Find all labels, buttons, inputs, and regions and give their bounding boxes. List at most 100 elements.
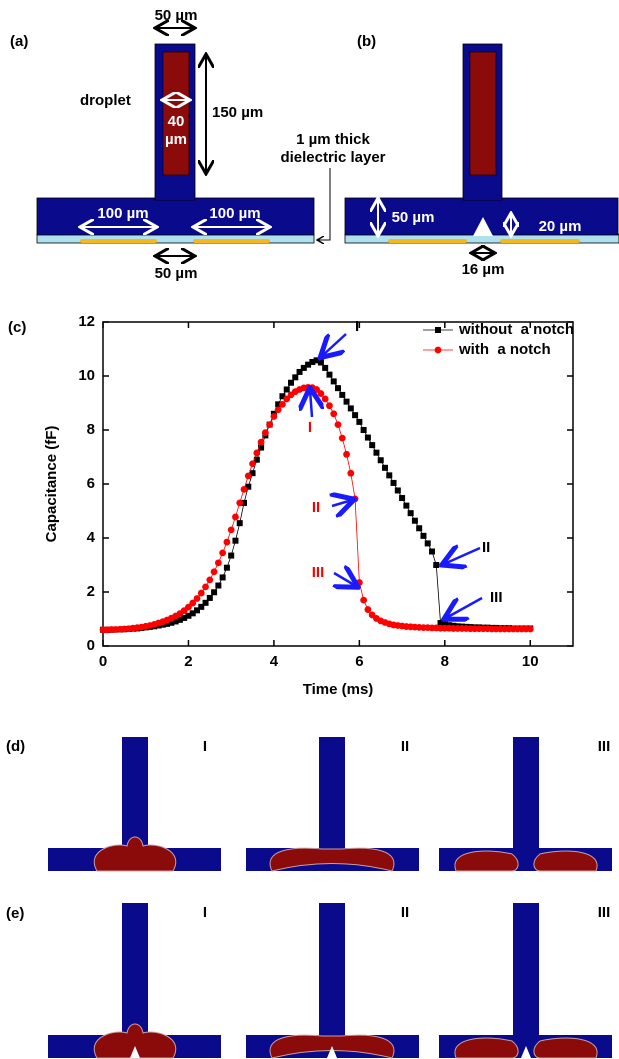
panel-label: (c) [8, 319, 26, 336]
stage-label: III [598, 904, 611, 921]
annotation-label: III [490, 589, 503, 606]
legend-label: with a notch [458, 341, 551, 358]
notch [521, 1046, 531, 1058]
dimension-label: 100 µm [97, 205, 148, 222]
stage-label: I [203, 904, 207, 921]
data-point [321, 395, 329, 403]
notch [130, 1046, 140, 1058]
legend-marker [434, 346, 442, 354]
data-point [164, 620, 171, 627]
panel-label: (d) [6, 738, 25, 755]
data-point [441, 621, 448, 628]
data-point [309, 358, 316, 365]
panel-b: (b) 50 µm 20 µm 16 µm [344, 33, 619, 278]
data-point [168, 619, 175, 626]
data-point [223, 564, 230, 571]
dimension-label: 50 µm [155, 7, 198, 24]
data-point [386, 472, 393, 479]
x-tick-label: 0 [99, 653, 107, 670]
data-point [244, 472, 252, 480]
data-point [258, 444, 265, 451]
x-tick-label: 2 [184, 653, 192, 670]
panel-label: (e) [6, 905, 24, 922]
annotation-arrow [444, 548, 481, 564]
annotation-label: I [308, 419, 312, 436]
data-point [193, 595, 201, 602]
data-point [369, 442, 376, 449]
channel-join [464, 196, 501, 200]
stage-label: I [203, 738, 207, 755]
data-point [339, 391, 346, 398]
dimension-label: 150 µm [212, 104, 263, 121]
droplet-label: droplet [80, 92, 131, 109]
annotation-label: III [312, 564, 325, 581]
stage-label: II [401, 738, 409, 755]
data-point [364, 606, 372, 613]
channel [319, 903, 345, 1036]
legend-marker [435, 327, 441, 333]
data-point [249, 460, 256, 468]
data-point [176, 616, 183, 623]
channel [122, 737, 148, 849]
data-point [194, 607, 200, 614]
notch [473, 217, 493, 236]
data-point [343, 450, 350, 458]
data-point [236, 499, 244, 507]
dimension-label: 16 µm [462, 261, 505, 278]
data-point [407, 510, 414, 517]
data-point [215, 582, 222, 589]
data-point [377, 457, 384, 464]
data-point [236, 520, 243, 527]
dimension-label: 50 µm [155, 265, 198, 282]
y-tick-label: 8 [87, 421, 95, 438]
data-point [219, 574, 226, 581]
channel [513, 737, 539, 849]
droplet [469, 51, 497, 176]
droplet [454, 850, 598, 872]
electrode [388, 239, 467, 243]
data-point [347, 469, 355, 477]
y-tick-label: 0 [87, 637, 95, 654]
x-tick-label: 8 [441, 653, 449, 670]
data-point [279, 400, 286, 408]
data-point [253, 449, 261, 457]
channel [319, 737, 345, 849]
y-tick-label: 6 [87, 475, 95, 492]
y-tick-label: 2 [87, 583, 95, 600]
y-tick-label: 10 [78, 367, 95, 384]
dimension-label: 40 [168, 113, 185, 130]
data-point [228, 552, 235, 559]
data-point [245, 483, 252, 490]
data-point [185, 603, 192, 611]
channel [122, 903, 148, 1036]
x-tick-label: 10 [522, 653, 539, 670]
data-point [347, 405, 354, 412]
data-point [214, 559, 222, 567]
electrode [500, 239, 580, 243]
chart: (c) 0 2 4 6 8 10 0 2 4 6 8 10 12 Time (ms) Capacitance … [8, 313, 574, 698]
data-point [270, 413, 278, 420]
data-point [330, 378, 337, 385]
panel-a: (a) 50 µm droplet 40 µm 150 µm 1 µm thic… [10, 7, 386, 282]
data-point [437, 620, 444, 627]
data-point [257, 438, 265, 446]
annotation-label: I [355, 318, 359, 335]
panel-label: (b) [357, 33, 376, 50]
droplet [162, 51, 190, 176]
data-point [338, 434, 346, 442]
data-point [189, 599, 197, 607]
x-tick-label: 4 [270, 653, 279, 670]
annotation-arrow [322, 333, 347, 356]
data-point [292, 374, 299, 381]
data-point [198, 603, 205, 610]
data-point [334, 421, 342, 428]
data-point [390, 479, 397, 486]
data-point [202, 599, 209, 606]
data-point [296, 368, 303, 375]
data-point [283, 395, 291, 403]
channel [36, 197, 315, 236]
x-tick-label: 6 [355, 653, 363, 670]
series-line [103, 359, 531, 631]
data-point [227, 526, 235, 534]
droplet [269, 847, 395, 872]
